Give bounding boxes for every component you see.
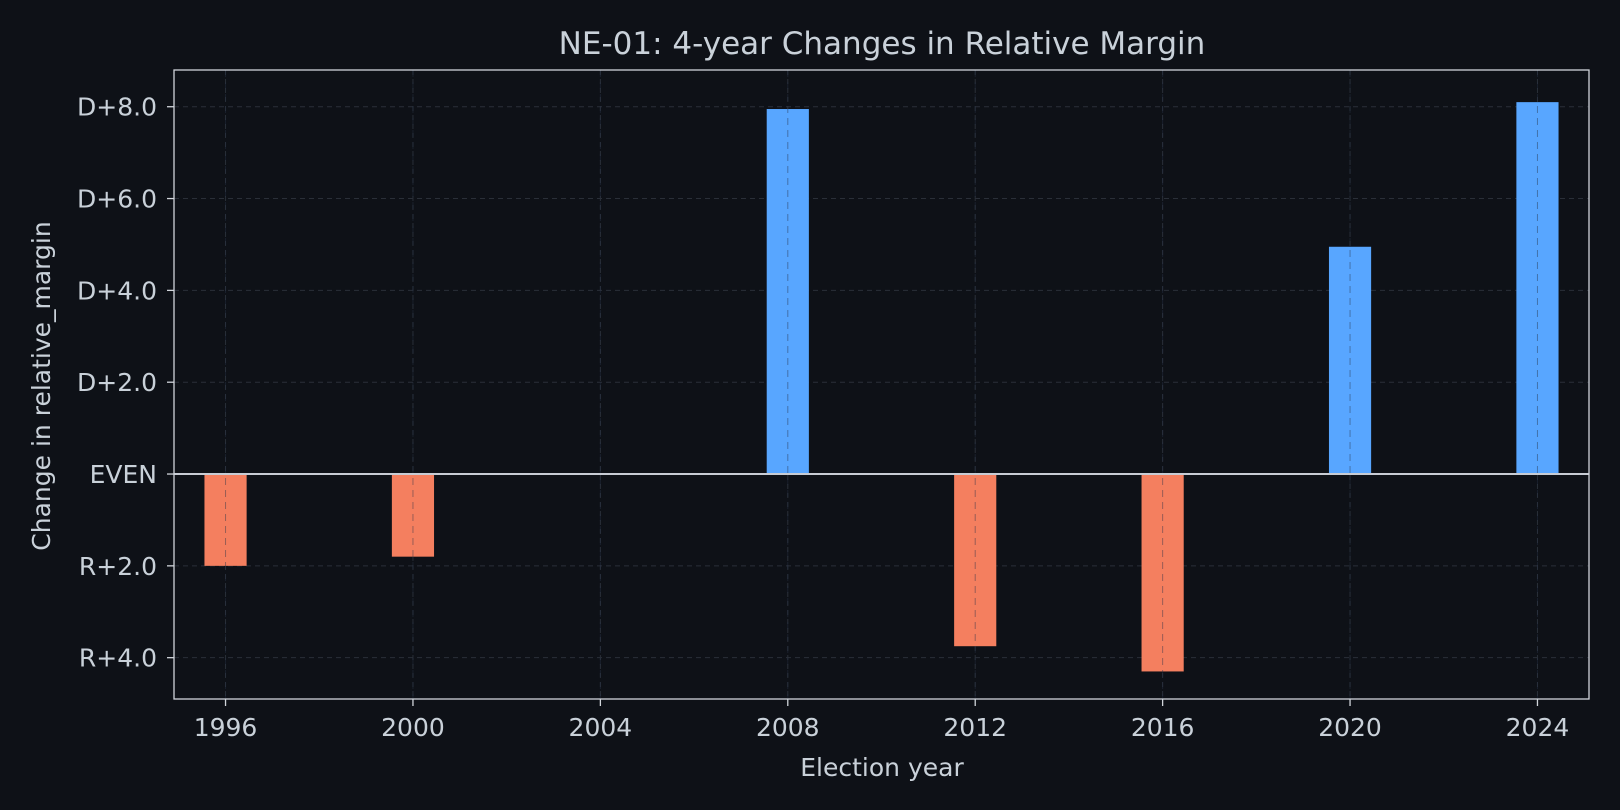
- bar-2012: [954, 474, 997, 647]
- x-tick-label: 1996: [194, 713, 258, 742]
- y-tick-label: D+8.0: [77, 93, 157, 122]
- bar-2000: [391, 474, 435, 557]
- x-tick-label: 2004: [569, 713, 633, 742]
- y-tick-label: R+2.0: [79, 552, 157, 581]
- bar-layer: [204, 102, 1559, 672]
- overlay-layer: [174, 70, 1589, 699]
- bar-2016: [1141, 474, 1184, 672]
- y-tick-label: D+6.0: [77, 185, 157, 214]
- plot-frame: [173, 69, 1590, 700]
- x-tick-label: 2016: [1131, 713, 1195, 742]
- x-tick-label: 2020: [1318, 713, 1382, 742]
- x-tick-label: 2012: [943, 713, 1007, 742]
- bar-2020: [1328, 246, 1372, 475]
- bar-1996: [204, 474, 247, 566]
- x-tick-label: 2008: [756, 713, 820, 742]
- bar-2024: [1516, 102, 1559, 475]
- bar-2008: [766, 109, 809, 475]
- y-axis-label: Change in relative_margin: [27, 221, 56, 550]
- x-tick-label: 2024: [1506, 713, 1570, 742]
- x-axis-label: Election year: [800, 753, 964, 782]
- chart-title: NE-01: 4-year Changes in Relative Margin: [559, 26, 1206, 62]
- y-tick-label: R+4.0: [79, 644, 157, 673]
- y-tick-label: D+2.0: [77, 368, 157, 397]
- x-tick-label: 2000: [381, 713, 445, 742]
- y-tick-label: EVEN: [90, 460, 157, 489]
- y-tick-label: D+4.0: [77, 276, 157, 305]
- tick-layer: D+8.0 D+6.0 D+4.0 D+2.0 EVEN R+2.0 R+4.0 1996 20…: [77, 93, 1569, 742]
